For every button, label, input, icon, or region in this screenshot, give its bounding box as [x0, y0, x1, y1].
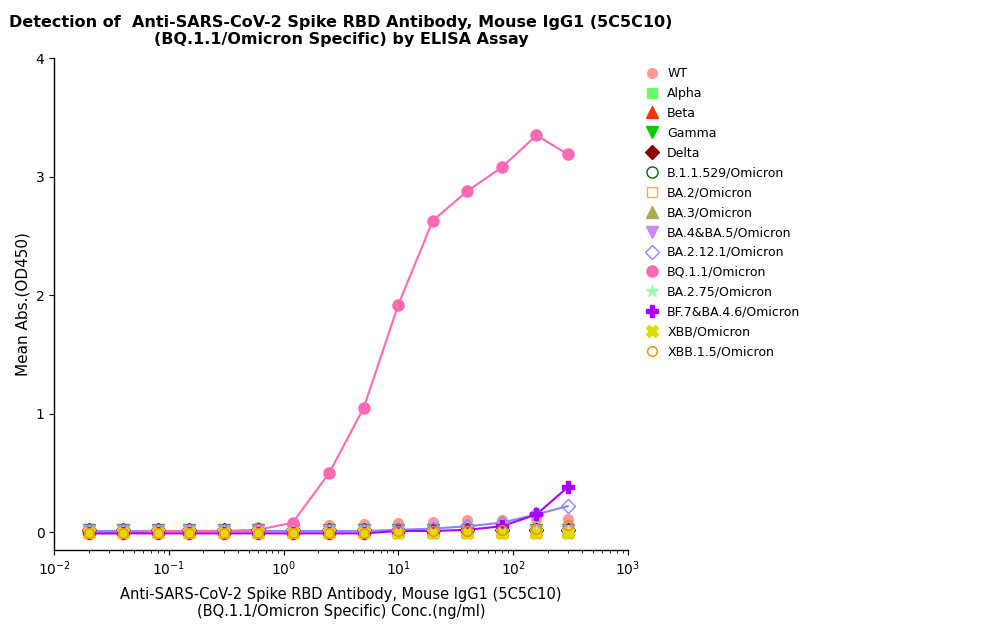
Line: BA.2/Omicron: BA.2/Omicron: [84, 529, 573, 538]
Gamma: [183, 526, 195, 534]
BA.2.12.1/Omicron: [427, 525, 439, 533]
Gamma: [287, 526, 299, 534]
BA.2.12.1/Omicron: [530, 510, 542, 518]
BA.2.75/Omicron: [252, 527, 264, 535]
B.1.1.529/Omicron: [287, 526, 299, 534]
Alpha: [461, 525, 473, 533]
BA.2/Omicron: [427, 529, 439, 537]
XBB.1.5/Omicron: [218, 529, 230, 537]
BA.4&BA.5/Omicron: [83, 527, 95, 535]
BA.2/Omicron: [152, 529, 164, 537]
BA.4&BA.5/Omicron: [392, 527, 404, 535]
BQ.1.1/Omicron: [117, 529, 129, 537]
Legend: WT, Alpha, Beta, Gamma, Delta, B.1.1.529/Omicron, BA.2/Omicron, BA.3/Omicron, BA: WT, Alpha, Beta, Gamma, Delta, B.1.1.529…: [640, 65, 803, 361]
XBB/Omicron: [152, 529, 164, 537]
XBB/Omicron: [183, 529, 195, 537]
Delta: [117, 526, 129, 534]
Alpha: [287, 525, 299, 533]
BA.3/Omicron: [562, 527, 574, 535]
XBB.1.5/Omicron: [83, 529, 95, 537]
Line: BA.4&BA.5/Omicron: BA.4&BA.5/Omicron: [83, 526, 573, 536]
BA.2.12.1/Omicron: [323, 527, 335, 535]
Gamma: [562, 526, 574, 534]
BA.2.75/Omicron: [496, 527, 508, 535]
BQ.1.1/Omicron: [530, 131, 542, 139]
Title: Detection of  Anti-SARS-CoV-2 Spike RBD Antibody, Mouse IgG1 (5C5C10)
(BQ.1.1/Om: Detection of Anti-SARS-CoV-2 Spike RBD A…: [9, 15, 673, 48]
BQ.1.1/Omicron: [461, 187, 473, 195]
Gamma: [427, 526, 439, 534]
BA.2.12.1/Omicron: [152, 527, 164, 535]
BA.2.75/Omicron: [218, 527, 230, 535]
Delta: [358, 526, 370, 534]
Delta: [530, 526, 542, 534]
WT: [152, 526, 164, 534]
Gamma: [461, 526, 473, 534]
BA.3/Omicron: [392, 527, 404, 535]
BF.7&BA.4.6/Omicron: [392, 527, 404, 535]
B.1.1.529/Omicron: [392, 526, 404, 534]
Gamma: [323, 526, 335, 534]
BF.7&BA.4.6/Omicron: [427, 527, 439, 535]
BA.3/Omicron: [530, 527, 542, 535]
BA.3/Omicron: [252, 527, 264, 535]
BA.3/Omicron: [323, 527, 335, 535]
Alpha: [117, 526, 129, 534]
XBB.1.5/Omicron: [323, 529, 335, 537]
WT: [392, 519, 404, 526]
Gamma: [358, 526, 370, 534]
BA.3/Omicron: [183, 527, 195, 535]
BA.4&BA.5/Omicron: [252, 527, 264, 535]
XBB/Omicron: [83, 529, 95, 537]
Beta: [183, 526, 195, 534]
Gamma: [218, 526, 230, 534]
Line: WT: WT: [84, 514, 573, 534]
BF.7&BA.4.6/Omicron: [152, 529, 164, 537]
BA.2/Omicron: [392, 529, 404, 537]
Delta: [562, 526, 574, 534]
B.1.1.529/Omicron: [562, 526, 574, 534]
XBB.1.5/Omicron: [461, 527, 473, 535]
B.1.1.529/Omicron: [83, 526, 95, 534]
Gamma: [392, 526, 404, 534]
WT: [287, 522, 299, 530]
XBB.1.5/Omicron: [496, 526, 508, 534]
BA.2/Omicron: [461, 529, 473, 537]
BA.2/Omicron: [358, 529, 370, 537]
BF.7&BA.4.6/Omicron: [496, 522, 508, 530]
Delta: [152, 526, 164, 534]
BF.7&BA.4.6/Omicron: [461, 526, 473, 534]
Delta: [496, 526, 508, 534]
BA.2.75/Omicron: [83, 527, 95, 535]
Delta: [461, 526, 473, 534]
BA.4&BA.5/Omicron: [117, 527, 129, 535]
BA.2/Omicron: [287, 529, 299, 537]
BF.7&BA.4.6/Omicron: [218, 529, 230, 537]
B.1.1.529/Omicron: [496, 526, 508, 534]
BA.2.12.1/Omicron: [392, 526, 404, 534]
BQ.1.1/Omicron: [562, 150, 574, 158]
WT: [323, 521, 335, 529]
Line: BQ.1.1/Omicron: BQ.1.1/Omicron: [83, 130, 573, 539]
Alpha: [427, 525, 439, 533]
XBB/Omicron: [427, 529, 439, 537]
BA.4&BA.5/Omicron: [287, 527, 299, 535]
BQ.1.1/Omicron: [427, 217, 439, 224]
BA.2.75/Omicron: [392, 527, 404, 535]
BQ.1.1/Omicron: [218, 527, 230, 535]
BA.2.12.1/Omicron: [287, 527, 299, 535]
BA.4&BA.5/Omicron: [530, 527, 542, 535]
BF.7&BA.4.6/Omicron: [287, 529, 299, 537]
BA.2.12.1/Omicron: [218, 527, 230, 535]
BF.7&BA.4.6/Omicron: [358, 529, 370, 537]
BA.2.12.1/Omicron: [461, 522, 473, 530]
BA.3/Omicron: [358, 527, 370, 535]
Beta: [530, 526, 542, 534]
XBB/Omicron: [117, 529, 129, 537]
WT: [252, 524, 264, 531]
Alpha: [496, 525, 508, 533]
B.1.1.529/Omicron: [323, 526, 335, 534]
BF.7&BA.4.6/Omicron: [323, 529, 335, 537]
XBB/Omicron: [496, 529, 508, 537]
Alpha: [323, 525, 335, 533]
BA.2.12.1/Omicron: [252, 527, 264, 535]
